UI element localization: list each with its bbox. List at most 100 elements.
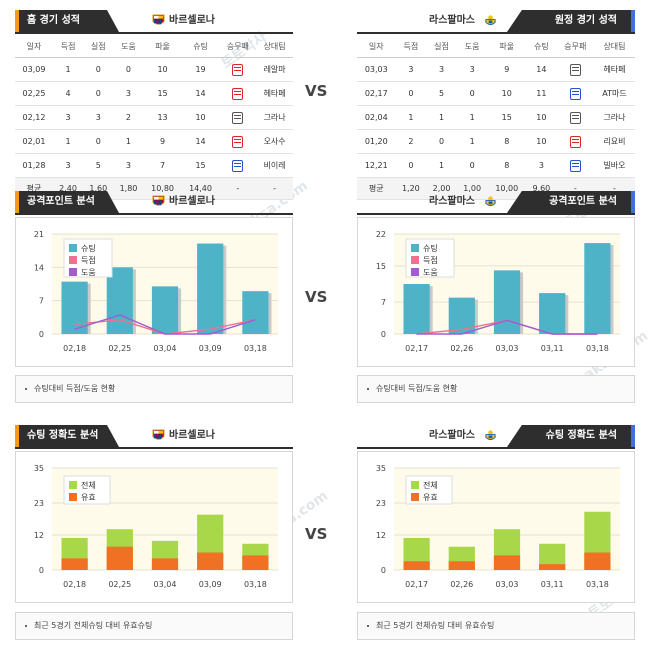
table-cell: 10 <box>487 81 527 106</box>
table-cell: 0 <box>456 153 488 178</box>
y-tick-label: 35 <box>376 464 386 473</box>
result-cell <box>556 81 594 106</box>
table-cell: 오사수 <box>256 129 293 154</box>
team-name: 바르셀로나 <box>169 15 215 26</box>
x-tick-label: 03,04 <box>154 580 177 589</box>
vs-label: VS <box>305 288 328 306</box>
divider <box>15 32 293 34</box>
table-cell: 1 <box>426 105 457 130</box>
table-cell: 3 <box>395 57 427 82</box>
y-tick-label: 22 <box>376 230 386 239</box>
shots-bar <box>448 297 475 334</box>
home-attack-header: 공격포인트 분석 바르셀로나 <box>15 191 293 213</box>
table-cell: 3 <box>526 153 557 178</box>
table-cell: 3 <box>113 81 144 106</box>
assists-line <box>416 319 598 335</box>
table-cell: 01,28 <box>15 153 53 178</box>
column-header: 득점 <box>395 36 427 58</box>
table-cell: 0 <box>395 81 427 106</box>
assists-line <box>74 314 256 335</box>
result-cell <box>556 105 594 130</box>
shots-bar <box>61 281 88 334</box>
legend-label: 유효 <box>423 493 438 502</box>
shots-bar <box>493 270 521 334</box>
table-cell: 1 <box>456 129 488 154</box>
caption-text: 최근 5경기 전체슈팅 대비 유효슈팅 <box>376 621 495 630</box>
legend-swatch <box>69 493 77 501</box>
team-name: 라스팔마스 <box>429 196 475 207</box>
home-record-panel: 홈 경기 성적 바르셀로나 일자 득점 실점 도움 파울 슈팅 승무패 상대팀 03,09 1 0 0… <box>15 10 293 200</box>
table-cell: 리요비 <box>593 129 635 154</box>
legend-label: 유효 <box>81 493 96 502</box>
table-cell: 평균 <box>357 177 396 200</box>
home-accuracy-header: 슈팅 정확도 분석 바르셀로나 <box>15 425 293 447</box>
table-cell: 0 <box>395 153 427 178</box>
las-palmas-crest-icon <box>485 196 496 207</box>
y-tick-label: 21 <box>34 230 44 239</box>
x-tick-label: 02,17 <box>405 580 428 589</box>
table-cell: 14,40 <box>181 177 220 200</box>
away-accuracy-panel: 라스팔마스 슈팅 정확도 분석 0 12 23 35 02,17 02,26 03,03 03… <box>357 425 635 640</box>
home-attack-chart-box: 0 7 14 21 02,18 02,25 03,04 03,09 03,18 슈팅 득점 도움 <box>15 217 293 367</box>
result-l-icon <box>569 135 581 148</box>
result-cell <box>219 153 257 178</box>
vs-label: VS <box>305 525 328 543</box>
table-row: 01,20 2 0 1 8 10 리요비 <box>357 129 635 154</box>
accent-bar <box>15 191 19 213</box>
bullet-icon <box>25 625 27 627</box>
y-tick-label: 23 <box>376 499 386 508</box>
panel-title: 슈팅 정확도 분석 <box>507 425 631 447</box>
table-cell: 3 <box>52 153 84 178</box>
table-row: 02,04 1 1 1 15 10 그라나 <box>357 105 635 130</box>
x-tick-label: 03,09 <box>199 580 222 589</box>
shots-bar <box>403 284 430 334</box>
x-tick-label: 03,18 <box>244 344 267 353</box>
accent-bar <box>631 191 635 213</box>
table-cell: 1 <box>113 129 144 154</box>
column-header: 상대팀 <box>593 36 635 58</box>
away-attack-chart-box: 0 7 15 22 02,17 02,26 03,03 03,11 03,18 슈팅 득점 도움 <box>357 217 635 367</box>
table-cell: AT마드 <box>593 81 635 106</box>
column-header: 일자 <box>15 36 53 58</box>
column-header: 승무패 <box>556 36 594 58</box>
table-cell: 그라나 <box>256 105 293 130</box>
accent-bar <box>15 425 19 447</box>
table-cell: 19 <box>181 57 220 82</box>
panel-title: 원정 경기 성적 <box>507 10 631 32</box>
table-row: 01,28 3 5 3 7 15 비이레 <box>15 153 293 178</box>
x-tick-label: 03,11 <box>541 344 564 353</box>
x-tick-label: 03,18 <box>586 580 609 589</box>
bullet-icon <box>367 388 369 390</box>
divider <box>15 447 293 449</box>
shots-bar <box>584 243 611 334</box>
bullet-icon <box>25 388 27 390</box>
divider <box>15 213 293 215</box>
column-header: 도움 <box>456 36 488 58</box>
x-tick-label: 03,11 <box>541 580 564 589</box>
table-cell: 1 <box>426 153 457 178</box>
x-tick-label: 02,25 <box>108 344 131 353</box>
table-cell: - <box>256 177 293 200</box>
legend-swatch <box>411 268 419 276</box>
table-cell: 8 <box>487 129 527 154</box>
table-row: 02,12 3 3 2 13 10 그라나 <box>15 105 293 130</box>
y-tick-label: 23 <box>34 499 44 508</box>
column-header: 득점 <box>52 36 84 58</box>
table-cell: 5 <box>83 153 114 178</box>
barcelona-crest-icon <box>152 429 165 440</box>
on-target-bar <box>242 555 269 570</box>
table-cell: 헤타페 <box>593 57 635 82</box>
table-cell: 10 <box>526 129 557 154</box>
away-accuracy-chart-box: 0 12 23 35 02,17 02,26 03,03 03,11 03,18 전체 유효 <box>357 451 635 603</box>
accent-bar <box>631 425 635 447</box>
team-name: 라스팔마스 <box>429 15 475 26</box>
y-tick-label: 7 <box>39 297 44 306</box>
table-cell: 8 <box>487 153 527 178</box>
barcelona-crest-icon <box>152 195 165 206</box>
result-l-icon <box>232 135 244 148</box>
on-target-bar <box>151 558 179 570</box>
result-cell <box>219 105 257 130</box>
shots-bar <box>242 291 269 334</box>
away-record-header: 라스팔마스 원정 경기 성적 <box>357 10 635 32</box>
